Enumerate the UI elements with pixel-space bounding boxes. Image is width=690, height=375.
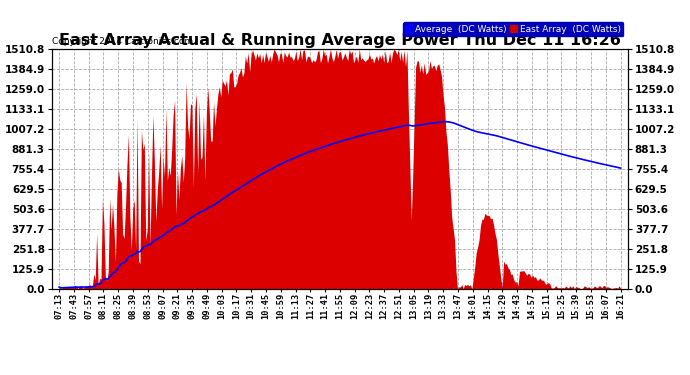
Legend: Average  (DC Watts), East Array  (DC Watts): Average (DC Watts), East Array (DC Watts…	[403, 22, 623, 36]
Text: Copyright 2014 Cartronics.com: Copyright 2014 Cartronics.com	[52, 38, 193, 46]
Title: East Array Actual & Running Average Power Thu Dec 11 16:26: East Array Actual & Running Average Powe…	[59, 33, 621, 48]
